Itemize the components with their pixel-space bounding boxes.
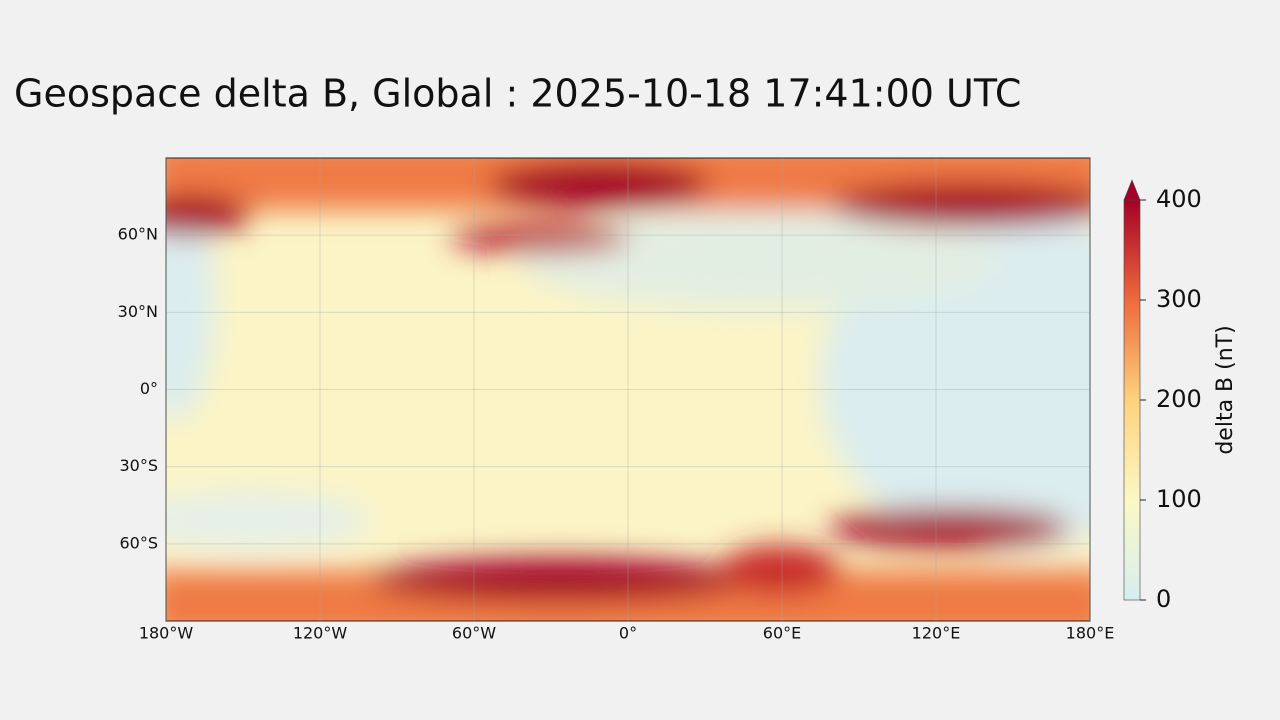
y-tick-label: 60°N — [118, 225, 158, 244]
title: Geospace delta B, Global : 2025-10-18 17… — [14, 72, 1021, 116]
x-tick-label: 120°W — [293, 624, 348, 643]
colorbar-label: delta B (nT) — [1213, 325, 1238, 454]
map-frame — [165, 157, 1091, 622]
y-tick-label: 30°N — [118, 302, 158, 321]
colorbar-tick-label: 100 — [1156, 485, 1202, 513]
colorbar-extend — [1123, 179, 1141, 201]
colorbar-tick-label: 0 — [1156, 585, 1171, 613]
y-tick-label: 0° — [140, 379, 158, 398]
x-tick-label: 60°W — [452, 624, 496, 643]
x-tick-label: 60°E — [763, 624, 801, 643]
colorbar — [1123, 199, 1141, 601]
x-tick-label: 0° — [619, 624, 637, 643]
y-tick-label: 60°S — [119, 533, 158, 552]
x-tick-label: 180°W — [139, 624, 194, 643]
map-field — [166, 158, 1090, 621]
colorbar-tick-label: 200 — [1156, 385, 1202, 413]
colorbar-tick-label: 400 — [1156, 185, 1202, 213]
y-tick-label: 30°S — [119, 456, 158, 475]
x-tick-label: 120°E — [912, 624, 961, 643]
x-tick-label: 180°E — [1066, 624, 1115, 643]
colorbar-tick-label: 300 — [1156, 285, 1202, 313]
